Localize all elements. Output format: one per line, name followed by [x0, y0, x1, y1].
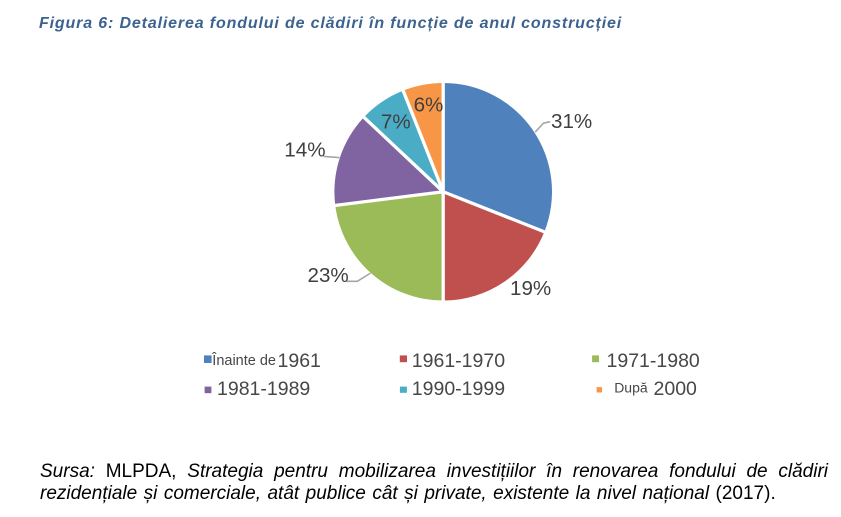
svg-text:31%: 31% [551, 110, 592, 133]
svg-text:14%: 14% [284, 139, 325, 162]
svg-text:1990-1999: 1990-1999 [412, 378, 505, 400]
svg-text:6%: 6% [414, 94, 444, 117]
svg-text:1961-1970: 1961-1970 [412, 350, 505, 372]
svg-text:1981-1989: 1981-1989 [217, 378, 310, 400]
svg-text:19%: 19% [510, 277, 551, 300]
svg-text:Înainte de1961: Înainte de1961 [211, 350, 321, 372]
svg-text:1971-1980: 1971-1980 [607, 350, 700, 372]
svg-text:7%: 7% [381, 111, 411, 134]
svg-text:23%: 23% [308, 264, 349, 287]
